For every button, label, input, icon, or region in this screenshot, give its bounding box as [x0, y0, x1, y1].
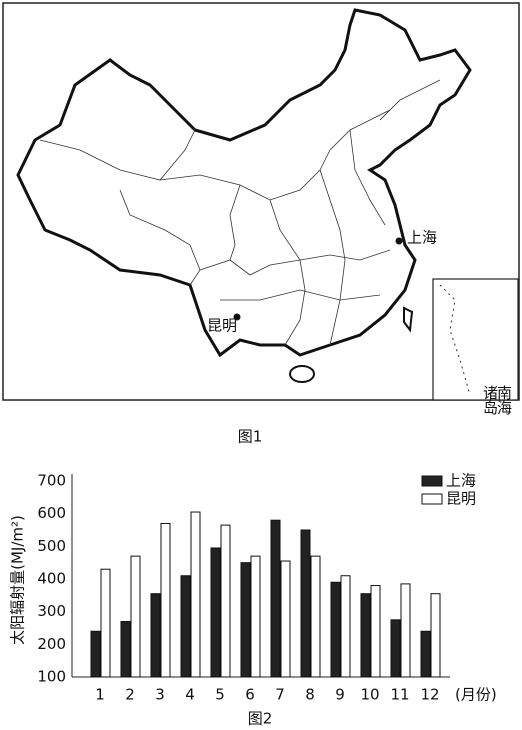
- bar: [360, 593, 371, 678]
- x-axis-title: (月份): [455, 686, 497, 704]
- bar: [210, 547, 221, 678]
- legend-label: 昆明: [446, 490, 476, 508]
- bar: [310, 555, 321, 678]
- legend-label: 上海: [446, 472, 476, 490]
- bar: [430, 593, 441, 678]
- bar: [280, 560, 291, 678]
- bar: [160, 522, 171, 678]
- map-label: 上海: [407, 229, 437, 247]
- y-tick-label: 400: [37, 570, 66, 588]
- bar: [400, 583, 411, 678]
- x-tick-label: 6: [245, 686, 255, 704]
- y-tick-label: 600: [37, 504, 66, 522]
- inset-label: 南海: [495, 385, 513, 415]
- bar: [180, 575, 191, 678]
- y-tick-label: 100: [37, 668, 66, 686]
- x-tick-label: 7: [275, 686, 285, 704]
- y-tick-label: 200: [37, 635, 66, 653]
- x-tick-label: 12: [420, 686, 439, 704]
- x-tick-label: 8: [305, 686, 315, 704]
- x-tick-label: 1: [95, 686, 105, 704]
- bar: [90, 630, 101, 678]
- x-tick-label: 5: [215, 686, 225, 704]
- x-tick-label: 3: [155, 686, 165, 704]
- x-tick-label: 2: [125, 686, 135, 704]
- bar: [130, 555, 141, 678]
- bar: [340, 575, 351, 678]
- bar: [190, 511, 201, 678]
- y-axis-title: 太阳辐射量(MJ/m²): [9, 515, 27, 645]
- bar: [420, 630, 431, 678]
- bar: [120, 620, 131, 678]
- bar: [270, 519, 281, 678]
- bar: [250, 555, 261, 678]
- map-caption: 图1: [238, 428, 263, 446]
- bar: [300, 529, 311, 678]
- bar: [390, 619, 401, 678]
- inset-label: 诸岛: [481, 385, 499, 415]
- y-tick-label: 700: [37, 472, 66, 490]
- y-tick-label: 300: [37, 602, 66, 620]
- bar: [240, 562, 251, 678]
- chart-caption: 图2: [248, 710, 273, 728]
- x-tick-label: 4: [185, 686, 195, 704]
- map-label: 昆明: [207, 317, 237, 335]
- bar: [220, 524, 231, 678]
- map-frame: [2, 2, 520, 401]
- x-tick-label: 9: [335, 686, 345, 704]
- y-tick-label: 500: [37, 537, 66, 555]
- bar: [370, 585, 381, 678]
- x-tick-label: 11: [390, 686, 409, 704]
- legend-swatch: [421, 493, 443, 505]
- bar: [150, 593, 161, 678]
- china-map: [16, 8, 519, 401]
- x-tick-label: 10: [360, 686, 379, 704]
- bar: [100, 568, 111, 678]
- bar: [330, 581, 341, 678]
- legend-swatch: [421, 475, 443, 487]
